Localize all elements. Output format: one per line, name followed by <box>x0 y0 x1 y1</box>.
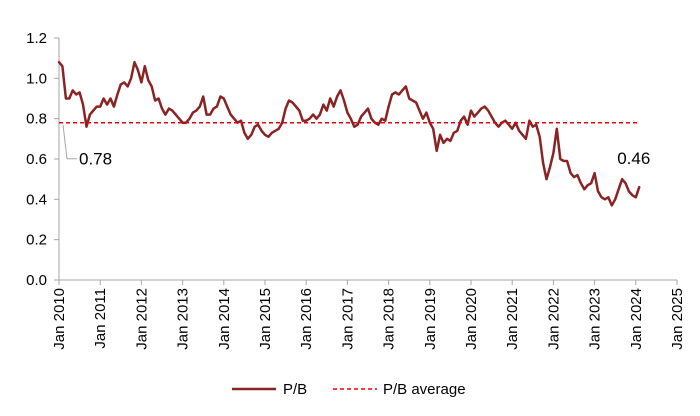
callout-leader-line <box>62 124 77 160</box>
y-tick-label: 0.2 <box>26 232 47 249</box>
x-tick-label: Jan 2020 <box>463 288 480 350</box>
x-axis: Jan 2010 Jan 2011 Jan 2012 Jan 2013 Jan 2014… <box>51 279 686 350</box>
x-tick-label: Jan 2010 <box>51 288 68 350</box>
x-tick-label: Jan 2023 <box>587 288 604 350</box>
x-tick-label: Jan 2015 <box>257 288 274 350</box>
y-tick-label: 0.8 <box>26 111 47 128</box>
legend-label-average: P/B average <box>383 381 466 398</box>
y-tick-label: 0.6 <box>26 151 47 168</box>
annotations: 0.78 0.46 <box>62 124 650 169</box>
x-tick-label: Jan 2012 <box>133 288 150 350</box>
x-tick-label: Jan 2014 <box>216 288 233 350</box>
x-tick-label: Jan 2017 <box>339 288 356 350</box>
x-tick-label: Jan 2018 <box>381 288 398 350</box>
legend: P/B P/B average <box>232 381 466 398</box>
y-tick-label: 1.2 <box>26 30 47 47</box>
x-tick-label: Jan 2019 <box>422 288 439 350</box>
y-tick-label: 1.0 <box>26 70 47 87</box>
x-tick-label: Jan 2025 <box>669 288 686 350</box>
x-tick-label: Jan 2022 <box>545 288 562 350</box>
x-tick-label: Jan 2016 <box>298 288 315 350</box>
pb-series-line <box>57 60 641 207</box>
x-tick-label: Jan 2024 <box>628 288 645 350</box>
annotation-latest-value: 0.46 <box>617 149 650 168</box>
x-tick-label: Jan 2021 <box>504 288 521 350</box>
annotation-average-value: 0.78 <box>79 150 112 169</box>
x-tick-label: Jan 2011 <box>92 288 109 349</box>
x-tick-label: Jan 2013 <box>175 288 192 350</box>
y-tick-label: 0.0 <box>26 272 47 289</box>
legend-label-pb: P/B <box>283 381 307 398</box>
y-tick-label: 0.4 <box>26 191 47 208</box>
y-axis: 0.0 0.2 0.4 0.6 0.8 1.0 1.2 <box>26 30 60 289</box>
series-layer <box>57 60 641 207</box>
